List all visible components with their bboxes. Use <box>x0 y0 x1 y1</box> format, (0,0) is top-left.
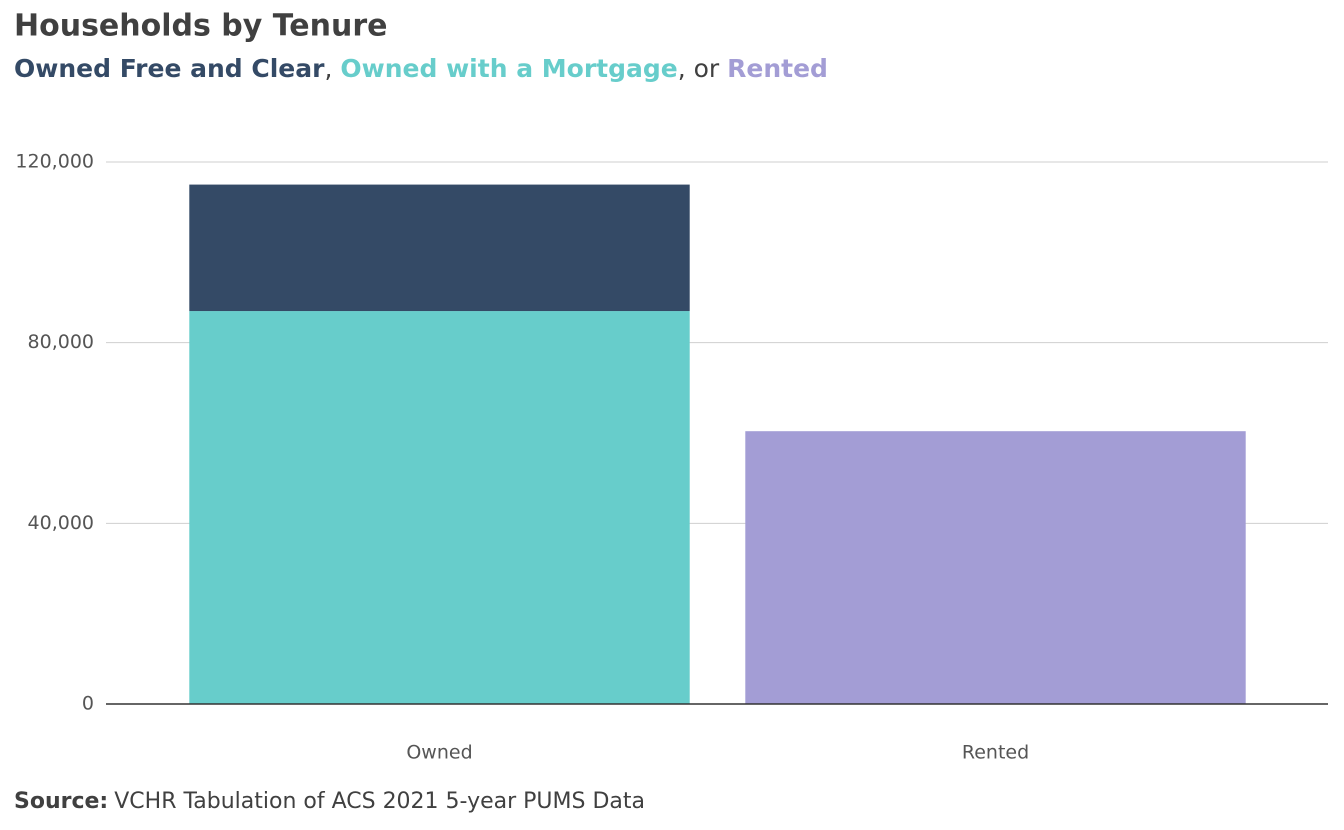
legend-separator: , <box>324 54 340 83</box>
bar-segment <box>745 431 1246 704</box>
bar-segment <box>189 184 690 312</box>
bar-segment <box>189 311 690 704</box>
chart-title: Households by Tenure <box>14 9 387 44</box>
legend-entry: Owned with a Mortgage <box>340 54 677 83</box>
y-tick-label: 80,000 <box>28 331 94 353</box>
legend: Owned Free and Clear, Owned with a Mortg… <box>14 54 828 83</box>
x-tick-label: Rented <box>962 742 1029 764</box>
source: Source: VCHR Tabulation of ACS 2021 5-yea… <box>14 789 645 814</box>
y-tick-label: 0 <box>82 693 94 715</box>
source-label: Source: <box>14 789 108 814</box>
legend-entry: Rented <box>727 54 828 83</box>
x-tick-label: Owned <box>406 742 472 764</box>
y-tick-label: 40,000 <box>28 512 94 534</box>
y-tick-label: 120,000 <box>15 151 94 173</box>
legend-separator: , or <box>678 54 727 83</box>
legend-entry: Owned Free and Clear <box>14 54 325 83</box>
source-text: VCHR Tabulation of ACS 2021 5-year PUMS … <box>114 789 645 814</box>
